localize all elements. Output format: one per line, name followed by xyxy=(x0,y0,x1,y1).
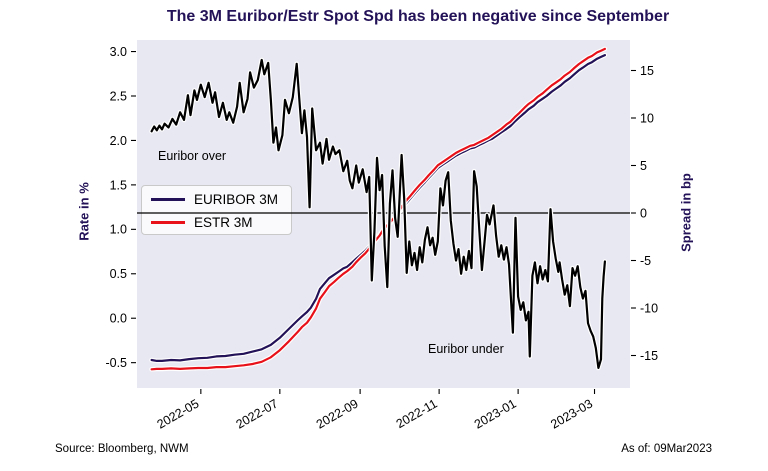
y-axis-label-left: Rate in % xyxy=(76,182,92,241)
y-right-tick-label: 5 xyxy=(640,159,647,173)
x-tick-label: 2022-09 xyxy=(314,396,361,431)
y-left-tick-label: -0.5 xyxy=(105,356,127,370)
y-right-tick-label: -15 xyxy=(640,349,658,363)
y-left-tick-label: 0.0 xyxy=(110,312,127,326)
x-tick-label: 2022-05 xyxy=(155,396,202,431)
y-left-tick-label: 1.0 xyxy=(110,223,127,237)
legend-swatch-estr xyxy=(151,220,185,224)
legend-item-euribor: EURIBOR 3M xyxy=(151,189,278,209)
y-right-tick-label: -10 xyxy=(640,301,658,315)
x-tick-label: 2023-01 xyxy=(472,396,519,431)
y-left-tick-label: 3.0 xyxy=(110,45,127,59)
legend-swatch-euribor xyxy=(151,197,185,201)
legend: EURIBOR 3M ESTR 3M xyxy=(141,185,292,235)
annotation-euribor-under: Euribor under xyxy=(428,342,504,356)
y-left-tick-label: 1.5 xyxy=(110,178,127,192)
legend-item-estr: ESTR 3M xyxy=(151,212,253,232)
y-left-tick-label: 0.5 xyxy=(110,267,127,281)
chart-title: The 3M Euribor/Estr Spot Spd has been ne… xyxy=(166,8,670,25)
y-right-tick-label: 10 xyxy=(640,111,654,125)
as-of-text: As of: 09Mar2023 xyxy=(621,443,712,455)
y-axis-label-right: Spread in bp xyxy=(678,173,694,252)
y-left-tick-label: 2.0 xyxy=(110,134,127,148)
x-tick-label: 2022-11 xyxy=(394,396,440,431)
legend-label-euribor: EURIBOR 3M xyxy=(194,191,279,207)
annotation-euribor-over: Euribor over xyxy=(158,149,227,163)
x-tick-label: 2022-07 xyxy=(234,396,281,431)
x-tick-label: 2023-03 xyxy=(548,396,595,431)
y-left-tick-label: 2.5 xyxy=(110,89,127,103)
y-right-tick-label: 15 xyxy=(640,64,654,78)
y-right-tick-label: 0 xyxy=(640,206,647,220)
legend-label-estr: ESTR 3M xyxy=(194,214,253,230)
source-text: Source: Bloomberg, NWM xyxy=(55,443,189,455)
y-right-tick-label: -5 xyxy=(640,254,651,268)
